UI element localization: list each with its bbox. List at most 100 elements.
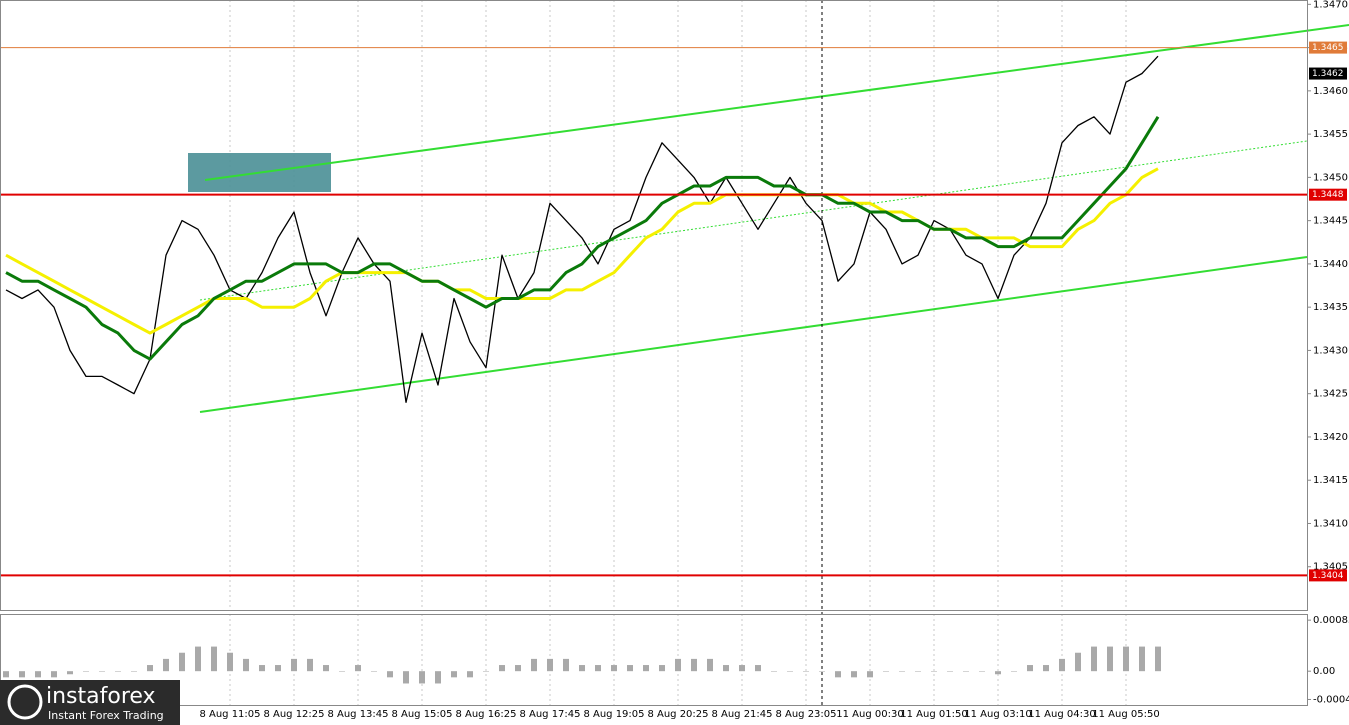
histogram-bar [483,671,489,672]
histogram-bar [83,671,89,672]
histogram-bar [275,665,281,672]
histogram-bar [531,658,537,672]
histogram-bar [1139,646,1145,672]
y-tick-label: 1.3470 [1313,0,1348,10]
logo-brand: instaforex [46,684,156,709]
histogram-bar [643,665,649,672]
histogram-bar [1091,646,1097,672]
x-tick-label: 8 Aug 16:25 [455,709,516,720]
histogram-bar [1043,665,1049,672]
histogram-bar [851,671,857,678]
x-tick-label: 8 Aug 11:05 [199,709,260,720]
histogram-bar [19,671,25,678]
level-label-box [1309,569,1347,582]
histogram-bar [675,658,681,672]
y-tick-label: 1.3440 [1313,259,1348,270]
histogram-bar [1155,646,1161,672]
trend-line-lower [199,256,1308,413]
histogram-bar [947,671,953,672]
histogram-bar [1075,652,1081,672]
level-label: 1.3448 [1312,190,1344,200]
histogram-bar [771,671,777,672]
y-tick-label: -0.00046 [1313,694,1349,705]
data-layer [0,47,1307,684]
histogram-bar [515,665,521,672]
last-price-label: 1.3462 [1312,69,1344,79]
logo-tagline: Instant Forex Trading [48,709,164,722]
histogram-bar [1027,665,1033,672]
x-tick-label: 11 Aug 00:30 [836,709,903,720]
histogram-bar [979,671,985,672]
histogram-bar [371,671,377,672]
histogram-bar [451,671,457,678]
x-tick-label: 8 Aug 15:05 [391,709,452,720]
logo-icon [7,684,43,720]
level-label: 1.3404 [1312,571,1344,581]
histogram-bar [707,658,713,672]
y-tick-label: 1.3460 [1313,86,1348,97]
histogram-bar [35,671,41,678]
histogram-bar [467,671,473,678]
histogram-bar [1123,646,1129,672]
histogram-bar [99,671,105,672]
x-tick-label: 11 Aug 05:50 [1092,709,1159,720]
y-tick-label: 1.3455 [1313,129,1348,140]
histogram-bar [115,671,121,672]
histogram-bar [67,671,73,675]
y-tick-label: 1.3450 [1313,172,1348,183]
histogram-bar [307,658,313,672]
y-tick-label: 1.3445 [1313,216,1348,227]
histogram-bar [867,671,873,678]
histogram-bar [195,646,201,672]
y-tick-label: 1.3405 [1313,562,1348,573]
trend-line-upper [204,24,1349,181]
histogram-bar [963,671,969,672]
level-label: 1.3465 [1312,43,1344,53]
histogram-bar [131,671,137,672]
price-frame [0,0,1308,611]
price-line [5,55,1159,403]
histogram-bar [723,665,729,672]
x-tick-label: 8 Aug 23:05 [775,709,836,720]
x-tick-label: 11 Aug 04:30 [1028,709,1095,720]
last-price-box [1309,67,1347,80]
histogram-bar [259,665,265,672]
histogram-bar [3,671,9,678]
histogram-bar [915,671,921,672]
histogram-bar [1107,646,1113,672]
histogram-bar [339,671,345,672]
level-label-box [1309,188,1347,201]
histogram-bar [931,671,937,672]
y-tick-label: 1.3415 [1313,475,1348,486]
histogram-bar [611,665,617,672]
histogram-bar [403,671,409,684]
moving-average [5,167,1159,335]
histogram-bar [739,665,745,672]
histogram-bar [883,671,889,672]
histogram-bar [51,671,57,678]
y-tick-label: 0.00 [1313,666,1335,677]
x-tick-label: 11 Aug 03:10 [964,709,1031,720]
histogram-bar [691,658,697,672]
histogram-bar [435,671,441,684]
y-tick-label: 0.00083 [1313,615,1349,626]
histogram-bar [163,658,169,672]
histogram-bar [627,665,633,672]
x-tick-label: 8 Aug 17:45 [519,709,580,720]
y-tick-label: 1.3420 [1313,432,1348,443]
histogram-bar [243,658,249,672]
histogram-bar [147,665,153,672]
histogram-bar [579,665,585,672]
histogram-bar [211,646,217,672]
x-tick-label: 8 Aug 13:45 [327,709,388,720]
y-tick-label: 1.3435 [1313,302,1348,313]
histogram-bar [547,658,553,672]
level-label-box [1309,41,1347,54]
x-tick-label: 8 Aug 12:25 [263,709,324,720]
histogram-bar [803,671,809,672]
x-tick-label: 8 Aug 19:05 [583,709,644,720]
label-layer: 1.3470 1.3465 1.3460 1.3455 1.3450 1.3445 1.34… [199,0,1349,720]
y-tick-label: 1.3410 [1313,518,1348,529]
